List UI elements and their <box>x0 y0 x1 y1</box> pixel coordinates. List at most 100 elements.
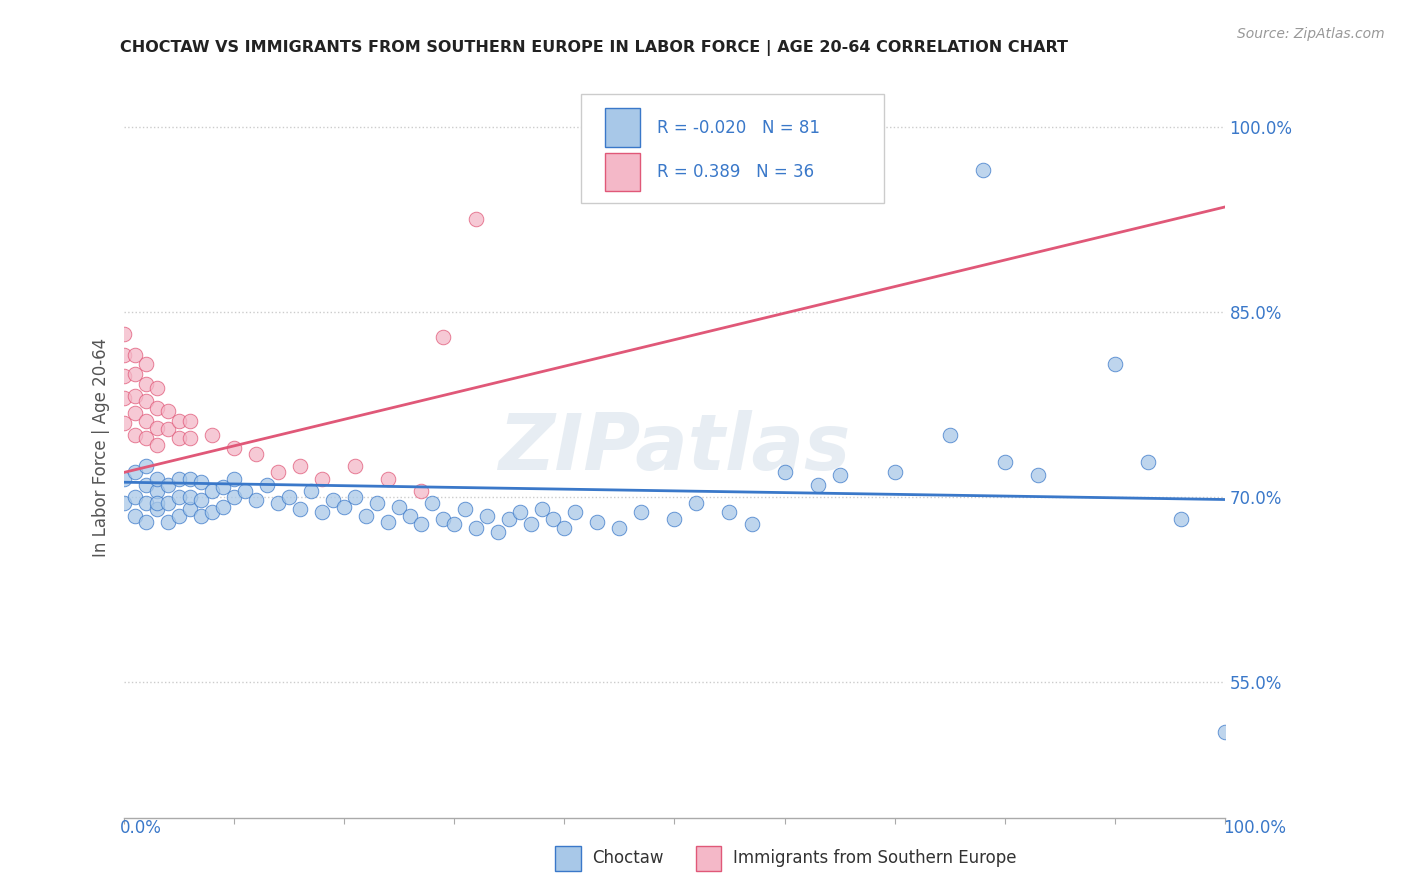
Point <box>994 455 1017 469</box>
Point <box>112 471 135 485</box>
Point <box>224 490 246 504</box>
Point <box>146 401 169 416</box>
Point <box>267 496 290 510</box>
Point <box>201 428 224 442</box>
Point <box>256 477 278 491</box>
Point <box>411 517 433 532</box>
Point <box>399 508 422 523</box>
Point <box>112 348 135 362</box>
Point <box>432 512 454 526</box>
Point <box>179 471 201 485</box>
Point <box>201 505 224 519</box>
Point <box>124 389 146 403</box>
Point <box>630 505 652 519</box>
Point <box>135 496 157 510</box>
Point <box>124 406 146 420</box>
Point <box>388 500 411 514</box>
Point <box>146 438 169 452</box>
Point <box>333 500 356 514</box>
Point <box>1170 512 1192 526</box>
Point <box>146 381 169 395</box>
Point <box>972 163 994 178</box>
Text: ZIPatlas: ZIPatlas <box>498 409 851 485</box>
Point <box>432 329 454 343</box>
Point <box>179 413 201 427</box>
Point <box>278 490 301 504</box>
Point <box>366 496 388 510</box>
Point <box>938 428 960 442</box>
Text: CHOCTAW VS IMMIGRANTS FROM SOUTHERN EUROPE IN LABOR FORCE | AGE 20-64 CORRELATIO: CHOCTAW VS IMMIGRANTS FROM SOUTHERN EURO… <box>120 40 1067 56</box>
Point <box>135 357 157 371</box>
Text: 0.0%: 0.0% <box>120 819 162 837</box>
Point <box>377 515 399 529</box>
Point <box>157 422 180 436</box>
Point <box>224 471 246 485</box>
Point <box>531 502 554 516</box>
Point <box>124 367 146 381</box>
Point <box>411 483 433 498</box>
Point <box>773 466 796 480</box>
Y-axis label: In Labor Force | Age 20-64: In Labor Force | Age 20-64 <box>93 338 110 558</box>
Point <box>157 515 180 529</box>
Point <box>135 376 157 391</box>
Point <box>201 483 224 498</box>
Point <box>311 471 333 485</box>
Point <box>1026 467 1049 482</box>
Point <box>146 496 169 510</box>
Point <box>1213 724 1236 739</box>
Point <box>124 348 146 362</box>
Point <box>356 508 378 523</box>
Point <box>267 466 290 480</box>
Text: Immigrants from Southern Europe: Immigrants from Southern Europe <box>733 849 1017 867</box>
Point <box>553 521 575 535</box>
Point <box>486 524 509 539</box>
Point <box>112 369 135 384</box>
Point <box>112 327 135 342</box>
Point <box>112 392 135 406</box>
Text: Choctaw: Choctaw <box>592 849 664 867</box>
Point <box>167 490 190 504</box>
Point <box>377 471 399 485</box>
Point <box>190 492 212 507</box>
Point <box>146 502 169 516</box>
Point <box>124 466 146 480</box>
Point <box>322 492 344 507</box>
Point <box>290 459 312 474</box>
FancyBboxPatch shape <box>605 109 640 147</box>
Point <box>190 475 212 490</box>
Point <box>543 512 565 526</box>
Point <box>157 403 180 417</box>
Text: R = -0.020   N = 81: R = -0.020 N = 81 <box>657 119 820 136</box>
Point <box>135 477 157 491</box>
Point <box>179 431 201 445</box>
Point <box>509 505 531 519</box>
Point <box>443 517 465 532</box>
Point <box>454 502 477 516</box>
Point <box>124 428 146 442</box>
Point <box>179 490 201 504</box>
Text: 100.0%: 100.0% <box>1223 819 1286 837</box>
Point <box>564 505 586 519</box>
Point <box>167 431 190 445</box>
Point <box>311 505 333 519</box>
Text: R = 0.389   N = 36: R = 0.389 N = 36 <box>657 163 814 181</box>
Point <box>124 490 146 504</box>
Point <box>586 515 609 529</box>
Point <box>135 515 157 529</box>
Point <box>167 508 190 523</box>
Point <box>422 496 444 510</box>
Point <box>290 502 312 516</box>
Point <box>664 512 686 526</box>
Point <box>465 212 488 227</box>
Point <box>135 459 157 474</box>
Point <box>190 508 212 523</box>
Point <box>212 480 235 494</box>
Point <box>124 508 146 523</box>
Point <box>299 483 322 498</box>
Point <box>112 416 135 430</box>
Point <box>718 505 741 519</box>
Point <box>179 502 201 516</box>
FancyBboxPatch shape <box>581 94 883 203</box>
Point <box>1136 455 1159 469</box>
Point <box>112 496 135 510</box>
